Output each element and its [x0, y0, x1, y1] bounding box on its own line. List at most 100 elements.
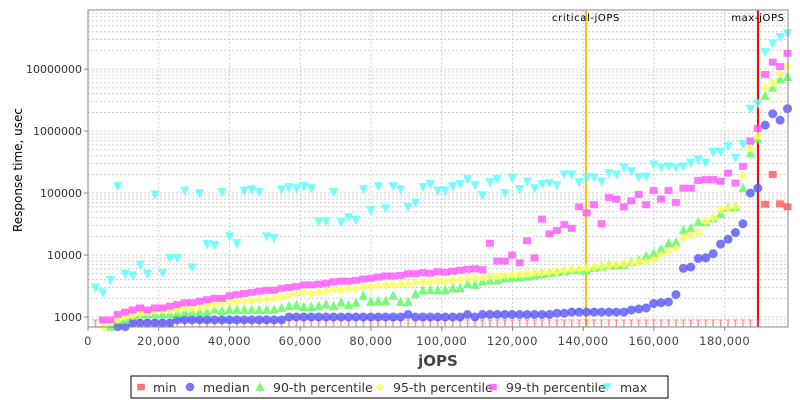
data-point [135, 260, 145, 271]
data-point [679, 184, 688, 192]
data-point [462, 273, 473, 284]
data-point [128, 306, 137, 314]
data-point [321, 217, 331, 227]
data-point [694, 176, 703, 185]
data-point [395, 296, 406, 307]
data-point [463, 265, 472, 273]
data-point [307, 281, 316, 289]
data-point [232, 290, 241, 299]
data-point [544, 178, 555, 189]
data-point [768, 58, 777, 66]
data-point [291, 184, 302, 194]
data-point [380, 295, 391, 306]
data-point [552, 180, 562, 191]
data-point [589, 262, 599, 273]
series-90-th-percentile [105, 71, 793, 331]
data-point [701, 175, 710, 184]
data-point [470, 265, 480, 273]
data-point [209, 299, 220, 310]
data-point [284, 283, 294, 292]
x-axis: 0 20,000 40,000 60,000 80,000 100,000 12… [84, 334, 750, 348]
data-point [656, 250, 666, 260]
data-point [143, 306, 152, 314]
data-point [299, 287, 309, 298]
data-point [477, 190, 488, 201]
data-point [514, 269, 525, 280]
data-point [262, 286, 271, 294]
data-point [321, 286, 331, 297]
data-point [425, 179, 436, 190]
data-point [187, 304, 197, 314]
data-point [566, 170, 577, 181]
data-point [715, 147, 726, 158]
data-point [678, 162, 689, 172]
data-point [552, 226, 561, 234]
data-point [604, 169, 614, 179]
data-point [448, 267, 457, 275]
data-point [247, 288, 256, 296]
data-point [217, 305, 227, 316]
data-point [351, 283, 361, 294]
legend-marker-95-th-percentile [375, 382, 385, 392]
data-point [618, 163, 629, 173]
critical-jops-label: critical-jOPS [552, 13, 620, 24]
data-point [596, 177, 607, 187]
y-tick-label: 1000 [54, 311, 82, 324]
data-point [336, 218, 346, 228]
x-tick-label: 40,000 [208, 334, 251, 348]
data-point [441, 268, 450, 276]
data-point [388, 280, 398, 290]
data-point [179, 186, 190, 197]
data-point [366, 281, 376, 292]
data-point [537, 179, 547, 190]
data-point [336, 285, 346, 296]
y-tick-label: 1000000 [33, 125, 82, 138]
data-point [663, 237, 674, 248]
data-point [671, 163, 681, 173]
data-point [701, 253, 711, 263]
x-tick-label: 120,000 [487, 334, 538, 348]
data-point [239, 296, 250, 306]
data-point [745, 188, 755, 198]
data-point [194, 302, 205, 312]
data-point [440, 284, 451, 295]
data-point [574, 178, 585, 188]
data-point [768, 170, 777, 179]
data-point [723, 142, 733, 152]
data-point [649, 186, 658, 195]
x-tick-label: 140,000 [558, 334, 609, 348]
data-point [358, 184, 369, 195]
legend-marker-max [602, 383, 612, 393]
data-point [381, 272, 390, 280]
data-point [432, 284, 443, 295]
data-point [611, 259, 622, 270]
data-point [158, 304, 167, 312]
data-point [715, 204, 726, 214]
data-point [470, 279, 480, 289]
data-point [507, 270, 517, 280]
legend-label: median [203, 380, 250, 395]
legend-box [130, 375, 669, 399]
data-point [522, 177, 532, 187]
data-point [418, 269, 427, 277]
data-point [432, 186, 443, 197]
data-point [313, 300, 324, 311]
data-point [373, 181, 384, 192]
data-point [685, 158, 696, 169]
data-point [761, 70, 770, 79]
data-point [477, 272, 488, 282]
data-point [738, 182, 748, 193]
data-point [604, 193, 614, 202]
data-point [648, 160, 659, 171]
data-point [373, 295, 384, 306]
data-point [403, 296, 413, 307]
data-point [493, 257, 502, 265]
data-point [291, 288, 302, 299]
data-point [730, 228, 741, 238]
data-point [447, 282, 458, 293]
data-point [507, 173, 518, 184]
data-point [358, 290, 369, 300]
data-point [693, 155, 704, 165]
data-point [508, 251, 517, 259]
